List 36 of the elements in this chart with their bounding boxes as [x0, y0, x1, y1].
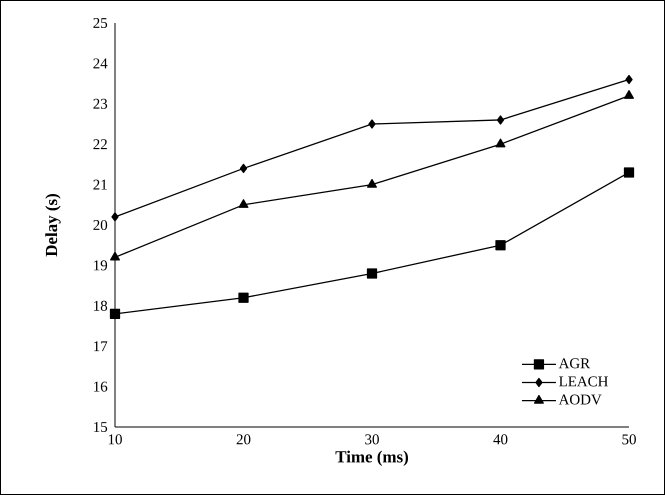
point	[110, 308, 120, 320]
y-tick-label: 20	[93, 220, 108, 230]
point	[111, 212, 119, 222]
x-tick-label: 50	[622, 434, 636, 444]
point	[495, 240, 506, 250]
x-tick-label: 30	[365, 434, 379, 444]
x-axis-title: Time (ms)	[336, 450, 408, 466]
y-tick-label: 17	[94, 341, 108, 352]
x-tick-label: 40	[493, 434, 508, 444]
point	[368, 119, 376, 129]
point	[366, 268, 378, 279]
point	[496, 115, 504, 125]
point	[496, 138, 506, 148]
y-tick-label: 22	[93, 139, 107, 150]
point	[238, 199, 248, 208]
point	[625, 74, 633, 84]
point	[110, 252, 120, 260]
y-axis-title: Delay (s)	[45, 194, 61, 256]
y-tick-label: 21	[93, 180, 107, 190]
legend-label: AODV	[558, 394, 602, 405]
y-tick-label: 15	[94, 422, 108, 432]
point	[624, 90, 634, 99]
y-tick-label: 25	[93, 18, 108, 28]
point	[367, 178, 377, 188]
point	[238, 292, 249, 303]
point	[240, 164, 248, 174]
y-tick-label: 23	[93, 98, 108, 109]
y-tick-label: 24	[93, 58, 108, 68]
y-tick-label: 19	[94, 260, 108, 270]
y-tick-label: 16	[94, 382, 108, 392]
x-tick-label: 20	[236, 434, 250, 444]
legend-label: LEACH	[559, 376, 608, 386]
y-tick-label: 18	[94, 300, 108, 311]
legend-label: AGR	[558, 358, 590, 368]
x-tick-label: 10	[108, 434, 122, 444]
point	[624, 167, 634, 178]
